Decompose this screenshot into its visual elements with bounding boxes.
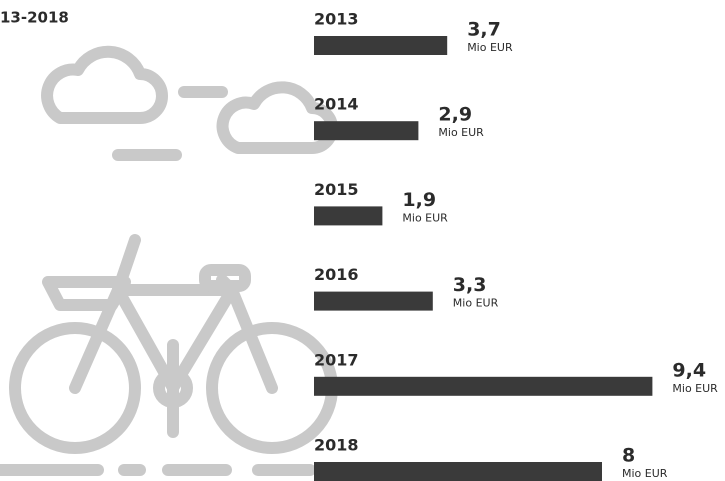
bar — [314, 206, 383, 226]
category-label: 2017 — [314, 350, 359, 369]
category-label: 2014 — [314, 95, 359, 114]
bar — [314, 121, 419, 141]
value-label: 9,4 — [672, 359, 706, 381]
value-label: 3,7 — [467, 19, 501, 41]
category-label: 2013 — [314, 10, 359, 29]
value-label: 2,9 — [438, 104, 472, 126]
category-label: 2015 — [314, 180, 359, 199]
chart-title: 13-2018 — [0, 9, 69, 27]
category-label: 2016 — [314, 265, 359, 284]
value-label: 8 — [622, 445, 635, 467]
bar — [314, 376, 653, 396]
value-label: 3,3 — [453, 274, 487, 296]
unit-label: Mio EUR — [453, 297, 499, 310]
value-label: 1,9 — [402, 189, 436, 211]
unit-label: Mio EUR — [622, 467, 668, 480]
category-label: 2018 — [314, 436, 359, 455]
bar — [314, 36, 448, 55]
unit-label: Mio EUR — [402, 211, 448, 224]
background-illustration — [0, 45, 338, 476]
unit-label: Mio EUR — [438, 126, 484, 139]
bar — [314, 462, 602, 481]
bar — [314, 291, 433, 311]
unit-label: Mio EUR — [467, 41, 513, 54]
unit-label: Mio EUR — [672, 382, 718, 395]
